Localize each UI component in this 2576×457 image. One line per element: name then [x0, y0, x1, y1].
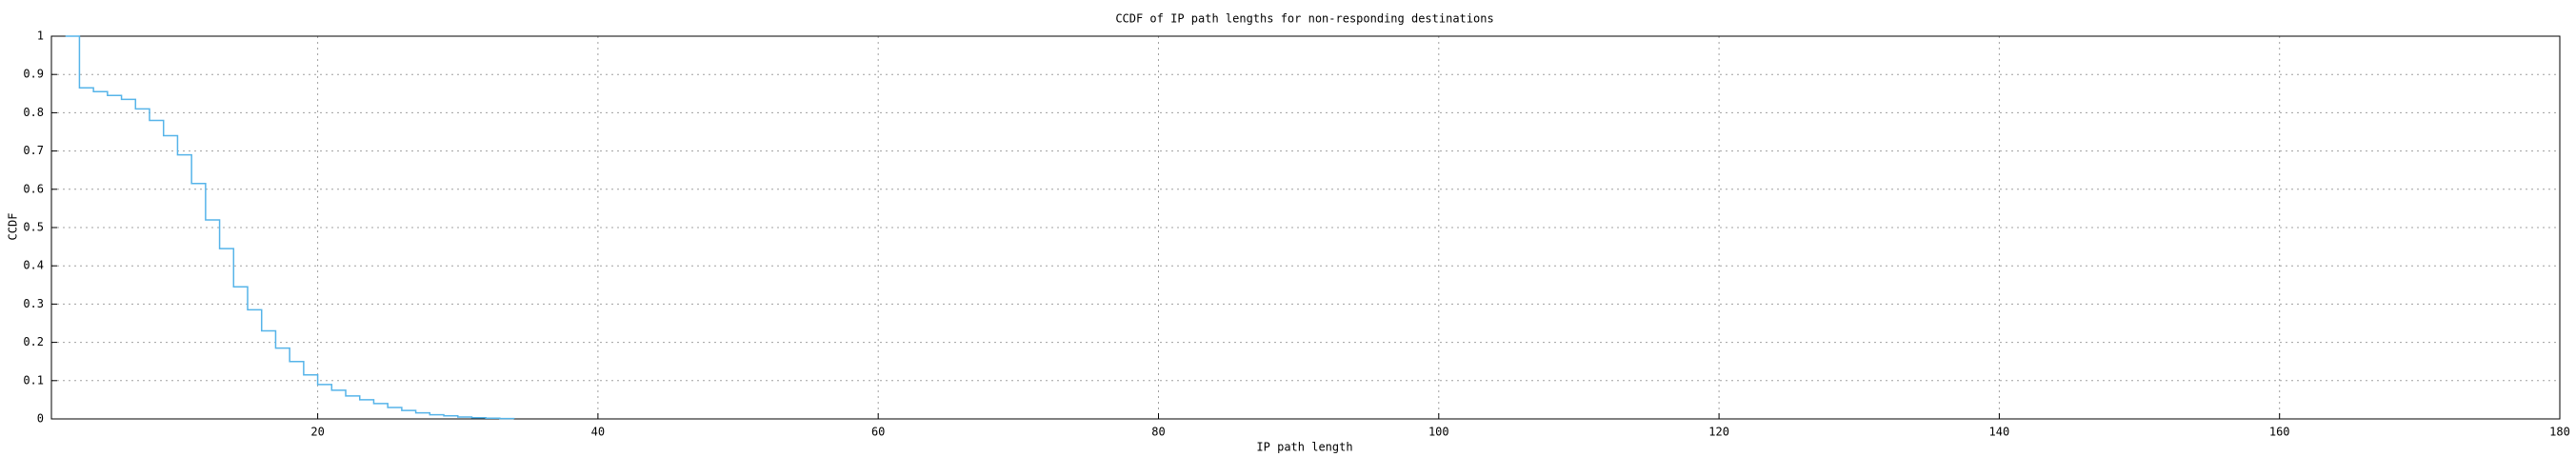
- y-tick-label: 0.7: [23, 144, 44, 157]
- y-tick-label: 0.1: [23, 373, 44, 387]
- chart-title: CCDF of IP path lengths for non-respondi…: [1115, 12, 1493, 26]
- y-tick-label: 0.9: [23, 68, 44, 81]
- y-tick-label: 0.5: [23, 221, 44, 234]
- x-tick-label: 120: [1708, 426, 1729, 439]
- y-tick-label: 0.8: [23, 106, 44, 119]
- y-tick-label: 0: [37, 412, 44, 426]
- y-tick-label: 0.4: [23, 259, 44, 272]
- x-tick-label: 180: [2549, 426, 2570, 439]
- x-tick-label: 80: [1151, 426, 1165, 439]
- y-tick-label: 0.6: [23, 182, 44, 195]
- x-tick-label: 160: [2269, 426, 2290, 439]
- y-axis-label: CCDF: [7, 213, 20, 241]
- x-tick-label: 100: [1428, 426, 1449, 439]
- x-tick-label: 40: [591, 426, 605, 439]
- ccdf-line: [65, 35, 515, 420]
- y-tick-label: 1: [37, 30, 44, 43]
- x-tick-label: 20: [310, 426, 324, 439]
- y-tick-label: 0.3: [23, 297, 44, 310]
- plot-frame: [50, 35, 2561, 420]
- y-tick-label: 0.2: [23, 335, 44, 348]
- x-tick-label: 60: [871, 426, 885, 439]
- x-tick-label: 140: [1989, 426, 2010, 439]
- x-axis-label: IP path length: [1256, 441, 1352, 454]
